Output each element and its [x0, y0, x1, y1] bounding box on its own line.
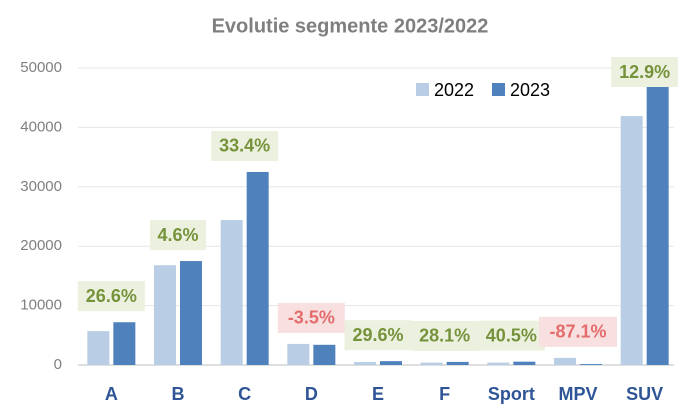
bar	[554, 357, 576, 365]
growth-label: -3.5%	[288, 308, 335, 328]
bar	[380, 361, 402, 365]
y-tick-label: 20000	[20, 237, 62, 254]
y-tick-label: 30000	[20, 178, 62, 195]
bar	[620, 116, 643, 365]
growth-label-box	[611, 57, 678, 87]
bar	[313, 344, 336, 365]
y-tick-label: 40000	[20, 118, 62, 135]
x-tick-label: MPV	[558, 384, 597, 404]
bar	[246, 171, 269, 365]
growth-label: 40.5%	[486, 325, 537, 345]
growth-label-box	[344, 320, 412, 351]
x-tick-label: B	[172, 384, 185, 404]
growth-label: 4.6%	[157, 225, 198, 245]
growth-label: 33.4%	[219, 136, 270, 156]
growth-label-box	[77, 281, 145, 312]
growth-label: 28.1%	[419, 326, 470, 346]
bar	[154, 265, 176, 365]
bar	[180, 261, 202, 365]
x-tick-label: Sport	[488, 384, 535, 404]
legend-swatch	[416, 83, 429, 96]
growth-label: 12.9%	[619, 62, 670, 82]
growth-label-box	[150, 220, 206, 251]
legend-label: 2022	[434, 80, 474, 100]
bar	[646, 85, 669, 365]
growth-label-box	[411, 320, 479, 351]
legend-swatch	[492, 83, 505, 96]
bar	[446, 361, 469, 365]
x-tick-label: F	[439, 384, 450, 404]
bar	[487, 362, 510, 365]
x-tick-label: SUV	[626, 384, 663, 404]
x-tick-label: A	[105, 384, 118, 404]
bar	[420, 362, 443, 365]
growth-label: -87.1%	[549, 322, 606, 342]
bar	[354, 362, 376, 365]
bar	[580, 364, 602, 365]
growth-label-box	[277, 302, 345, 333]
bar	[87, 331, 110, 365]
x-tick-label: E	[372, 384, 384, 404]
bar	[513, 361, 536, 365]
chart-title: Evolutie segmente 2023/2022	[212, 15, 489, 37]
y-tick-label: 10000	[20, 297, 62, 314]
growth-label: 26.6%	[86, 286, 137, 306]
growth-label: 29.6%	[352, 325, 403, 345]
bar	[220, 220, 243, 365]
growth-label-box	[211, 130, 279, 161]
x-tick-label: C	[238, 384, 251, 404]
x-tick-label: D	[305, 384, 318, 404]
bar	[287, 343, 310, 365]
y-tick-label: 50000	[20, 59, 62, 76]
y-tick-label: 0	[54, 356, 62, 373]
bar	[113, 322, 136, 365]
legend-label: 2023	[510, 80, 550, 100]
growth-label-box	[539, 316, 617, 347]
growth-label-box	[477, 320, 545, 351]
